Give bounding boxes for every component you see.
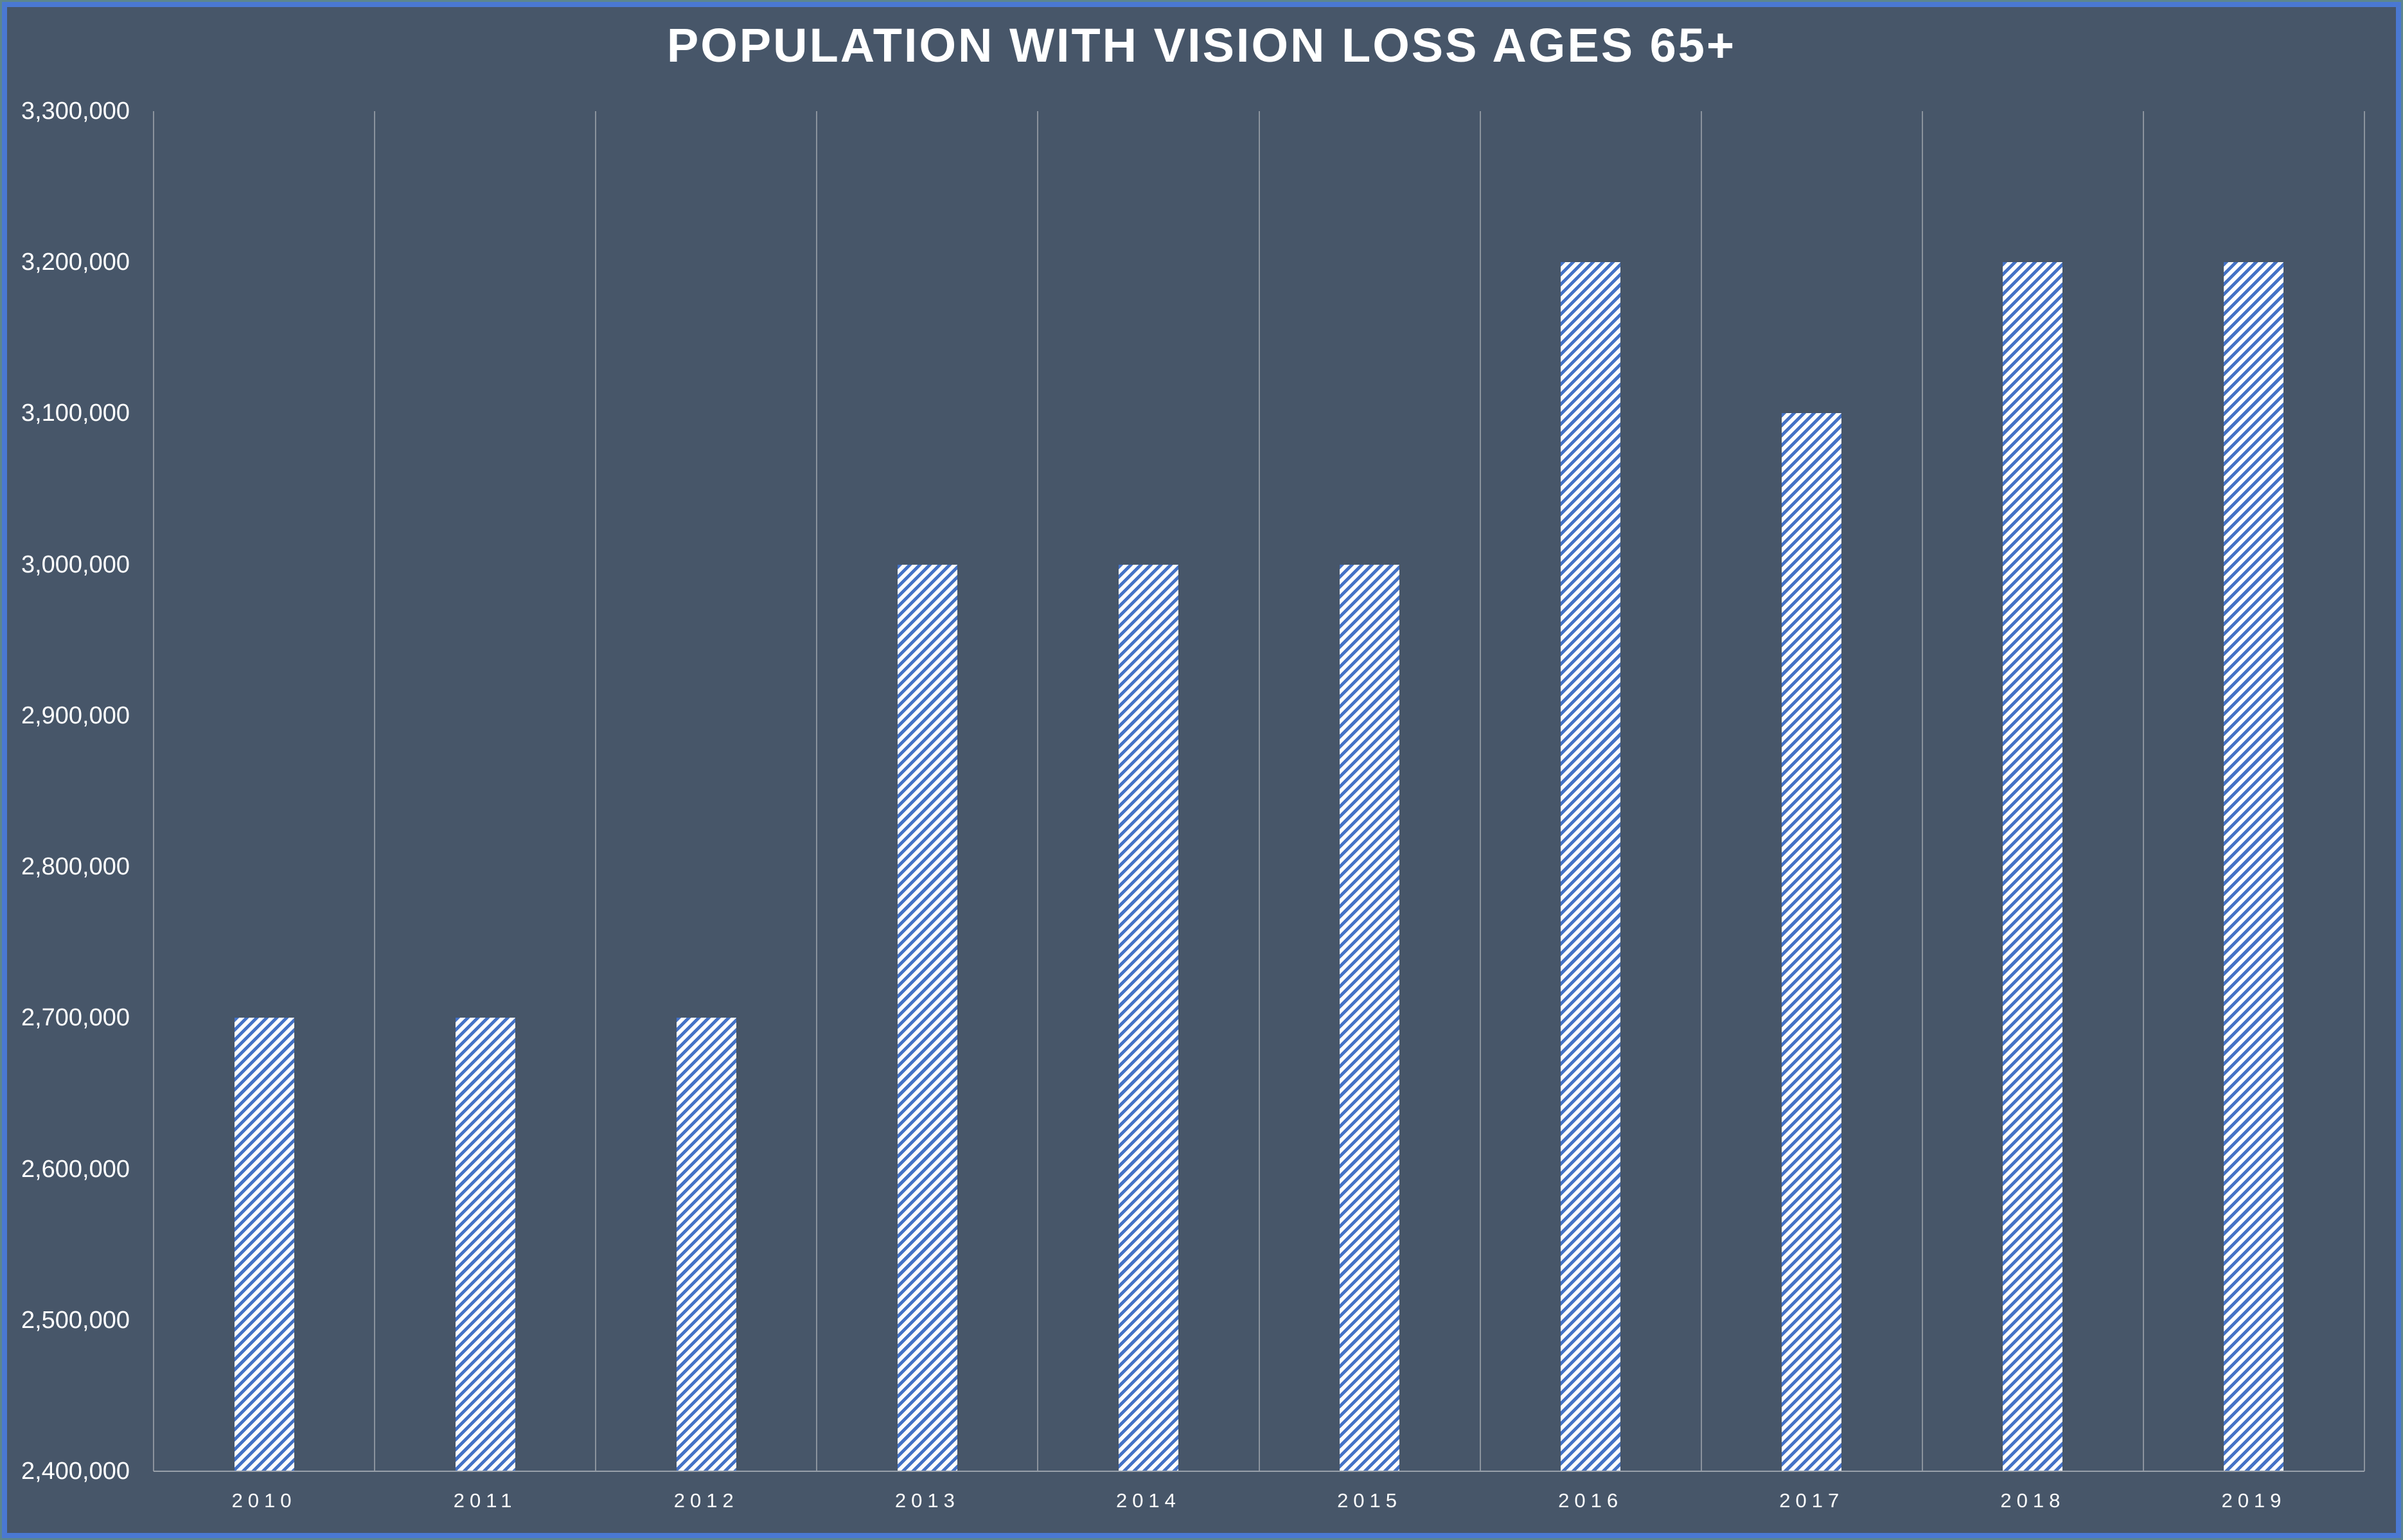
y-axis-tick-label: 2,600,000: [21, 1155, 130, 1183]
x-axis-line: [154, 1471, 2364, 1472]
vertical-gridline: [595, 111, 597, 1471]
y-axis-tick-label: 3,100,000: [21, 400, 130, 427]
vertical-gridline: [1921, 111, 1923, 1471]
y-axis-tick-label: 3,200,000: [21, 249, 130, 276]
vertical-gridline: [2364, 111, 2365, 1471]
x-axis-tick-label: 2019: [2221, 1489, 2287, 1512]
y-axis-tick-label: 3,300,000: [21, 98, 130, 125]
vertical-gridline: [1258, 111, 1260, 1471]
x-axis-tick-label: 2017: [1779, 1489, 1845, 1512]
vertical-gridline: [374, 111, 376, 1471]
bar-2012[interactable]: [676, 1018, 736, 1471]
x-axis-tick-label: 2010: [231, 1489, 297, 1512]
bar-2011[interactable]: [455, 1018, 515, 1471]
x-axis-tick-label: 2015: [1337, 1489, 1403, 1512]
x-axis-tick-label: 2012: [673, 1489, 739, 1512]
x-axis-tick-label: 2016: [1558, 1489, 1624, 1512]
x-axis-tick-label: 2013: [894, 1489, 960, 1512]
bar-2019[interactable]: [2224, 262, 2284, 1471]
y-axis-tick-label: 2,800,000: [21, 853, 130, 881]
x-axis-tick-label: 2011: [453, 1489, 517, 1512]
bar-2010[interactable]: [234, 1018, 294, 1471]
bar-2018[interactable]: [2003, 262, 2063, 1471]
bar-2015[interactable]: [1340, 564, 1400, 1471]
y-axis-tick-label: 2,900,000: [21, 702, 130, 729]
bar-2014[interactable]: [1118, 564, 1178, 1471]
y-axis-tick-label: 2,400,000: [21, 1458, 130, 1485]
vertical-gridline: [2142, 111, 2144, 1471]
chart-title: POPULATION WITH VISION LOSS AGES 65+: [666, 19, 1737, 72]
bar-2013[interactable]: [897, 564, 957, 1471]
bar-2017[interactable]: [1782, 413, 1842, 1471]
vertical-gridline: [1700, 111, 1702, 1471]
y-axis-tick-label: 2,700,000: [21, 1004, 130, 1032]
x-axis-tick-label: 2018: [2000, 1489, 2066, 1512]
vertical-gridline: [153, 111, 154, 1471]
bar-2016[interactable]: [1561, 262, 1621, 1471]
vertical-gridline: [1479, 111, 1481, 1471]
y-axis-tick-label: 2,500,000: [21, 1306, 130, 1334]
vertical-gridline: [1037, 111, 1039, 1471]
x-axis-tick-label: 2014: [1115, 1489, 1181, 1512]
y-axis-tick-label: 3,000,000: [21, 551, 130, 578]
vertical-gridline: [816, 111, 818, 1471]
